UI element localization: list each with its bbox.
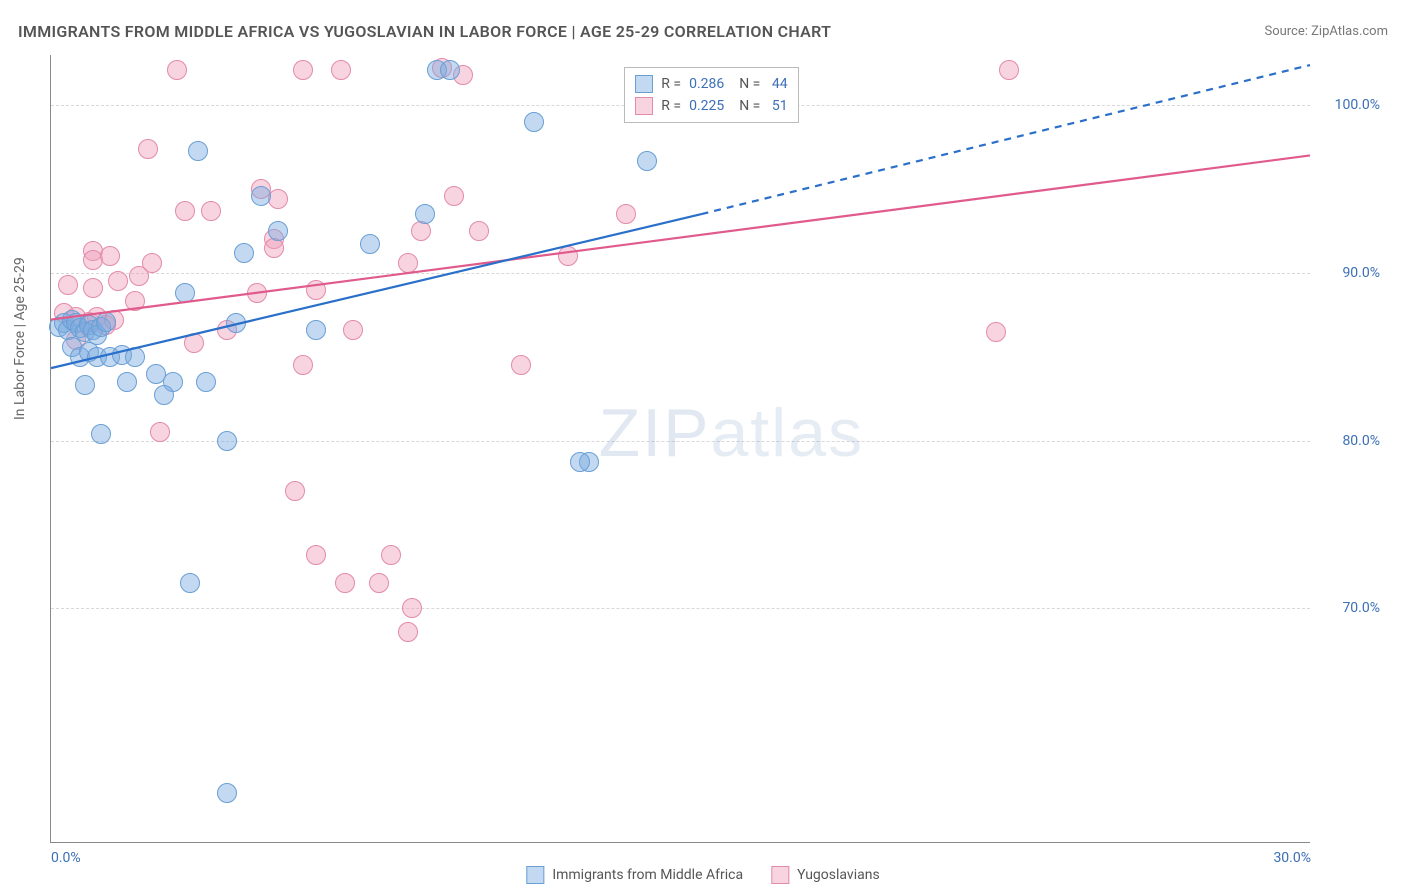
stats-legend: R = 0.286 N = 44R = 0.225 N = 51	[624, 67, 798, 123]
trend-line	[51, 214, 701, 368]
plot-area: 70.0%80.0%90.0%100.0%0.0%30.0%ZIPatlasR …	[50, 55, 1310, 843]
stats-n-value: 44	[768, 76, 787, 92]
legend-label: Yugoslavians	[797, 867, 880, 883]
y-tick-label: 80.0%	[1320, 433, 1380, 449]
stats-r-value: 0.225	[689, 98, 724, 114]
stats-n-label: N =	[732, 98, 760, 114]
trend-line	[51, 155, 1310, 319]
source-attribution: Source: ZipAtlas.com	[1264, 24, 1388, 39]
stats-row: R = 0.286 N = 44	[635, 73, 787, 95]
legend-swatch	[526, 866, 544, 884]
stats-r-label: R =	[661, 76, 681, 92]
stats-row: R = 0.225 N = 51	[635, 95, 787, 117]
trend-overlay	[51, 55, 1310, 842]
stats-r-label: R =	[661, 98, 681, 114]
stats-r-value: 0.286	[689, 76, 724, 92]
x-tick-label: 0.0%	[51, 850, 81, 866]
y-axis-label: In Labor Force | Age 25-29	[12, 257, 28, 420]
legend-swatch	[635, 97, 653, 115]
stats-n-label: N =	[732, 76, 760, 92]
y-tick-label: 90.0%	[1320, 265, 1380, 281]
bottom-legend-item: Immigrants from Middle Africa	[526, 866, 743, 884]
legend-swatch	[771, 866, 789, 884]
y-tick-label: 70.0%	[1320, 600, 1380, 616]
bottom-legend-item: Yugoslavians	[771, 866, 880, 884]
chart-title: IMMIGRANTS FROM MIDDLE AFRICA VS YUGOSLA…	[18, 22, 831, 41]
stats-n-value: 51	[768, 98, 787, 114]
legend-label: Immigrants from Middle Africa	[552, 867, 743, 883]
y-tick-label: 100.0%	[1320, 97, 1380, 113]
x-tick-label: 30.0%	[1273, 850, 1311, 866]
bottom-legend: Immigrants from Middle Africa Yugoslavian…	[526, 866, 879, 884]
legend-swatch	[635, 75, 653, 93]
